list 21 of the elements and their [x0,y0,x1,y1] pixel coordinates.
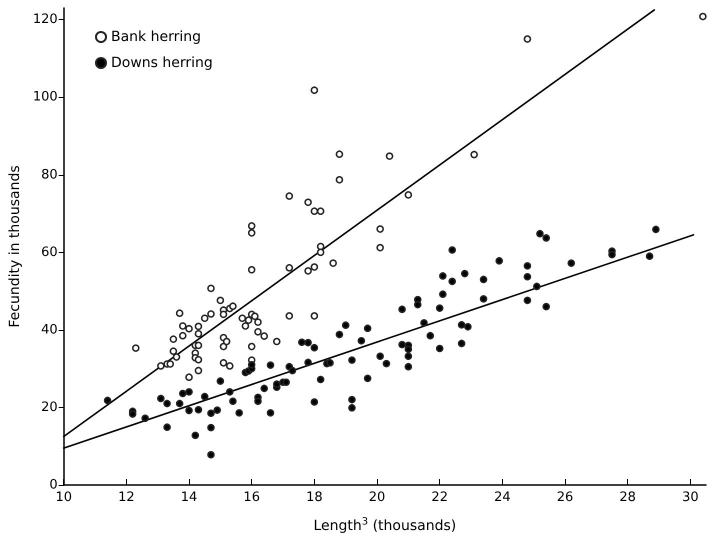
y-tick-label: 100 [32,90,58,105]
x-tick-label: 16 [243,490,260,505]
x-tick-label: 12 [118,490,135,505]
x-tick-label: 10 [55,490,72,505]
x-tick-label: 24 [494,490,511,505]
y-tick-label: 40 [41,322,58,338]
y-tick-label: 0 [49,478,58,492]
x-tick-label: 18 [306,490,323,505]
legend-label: Downs herring [111,55,213,71]
x-tick-label: 22 [431,490,448,505]
x-tick-label: 14 [180,490,198,505]
legend-label: Bank herring [111,29,202,45]
y-tick-label: 120 [32,12,58,28]
y-tick-label: 60 [41,244,58,260]
y-axis-title: Fecundity in thousands [7,165,23,328]
y-tick-label: 80 [41,167,58,182]
y-tick-label: 20 [41,400,58,415]
x-tick-label: 28 [619,490,636,505]
x-tick-label: 26 [556,490,574,505]
x-tick-label: 20 [368,490,386,505]
x-tick-label: 30 [682,490,699,505]
